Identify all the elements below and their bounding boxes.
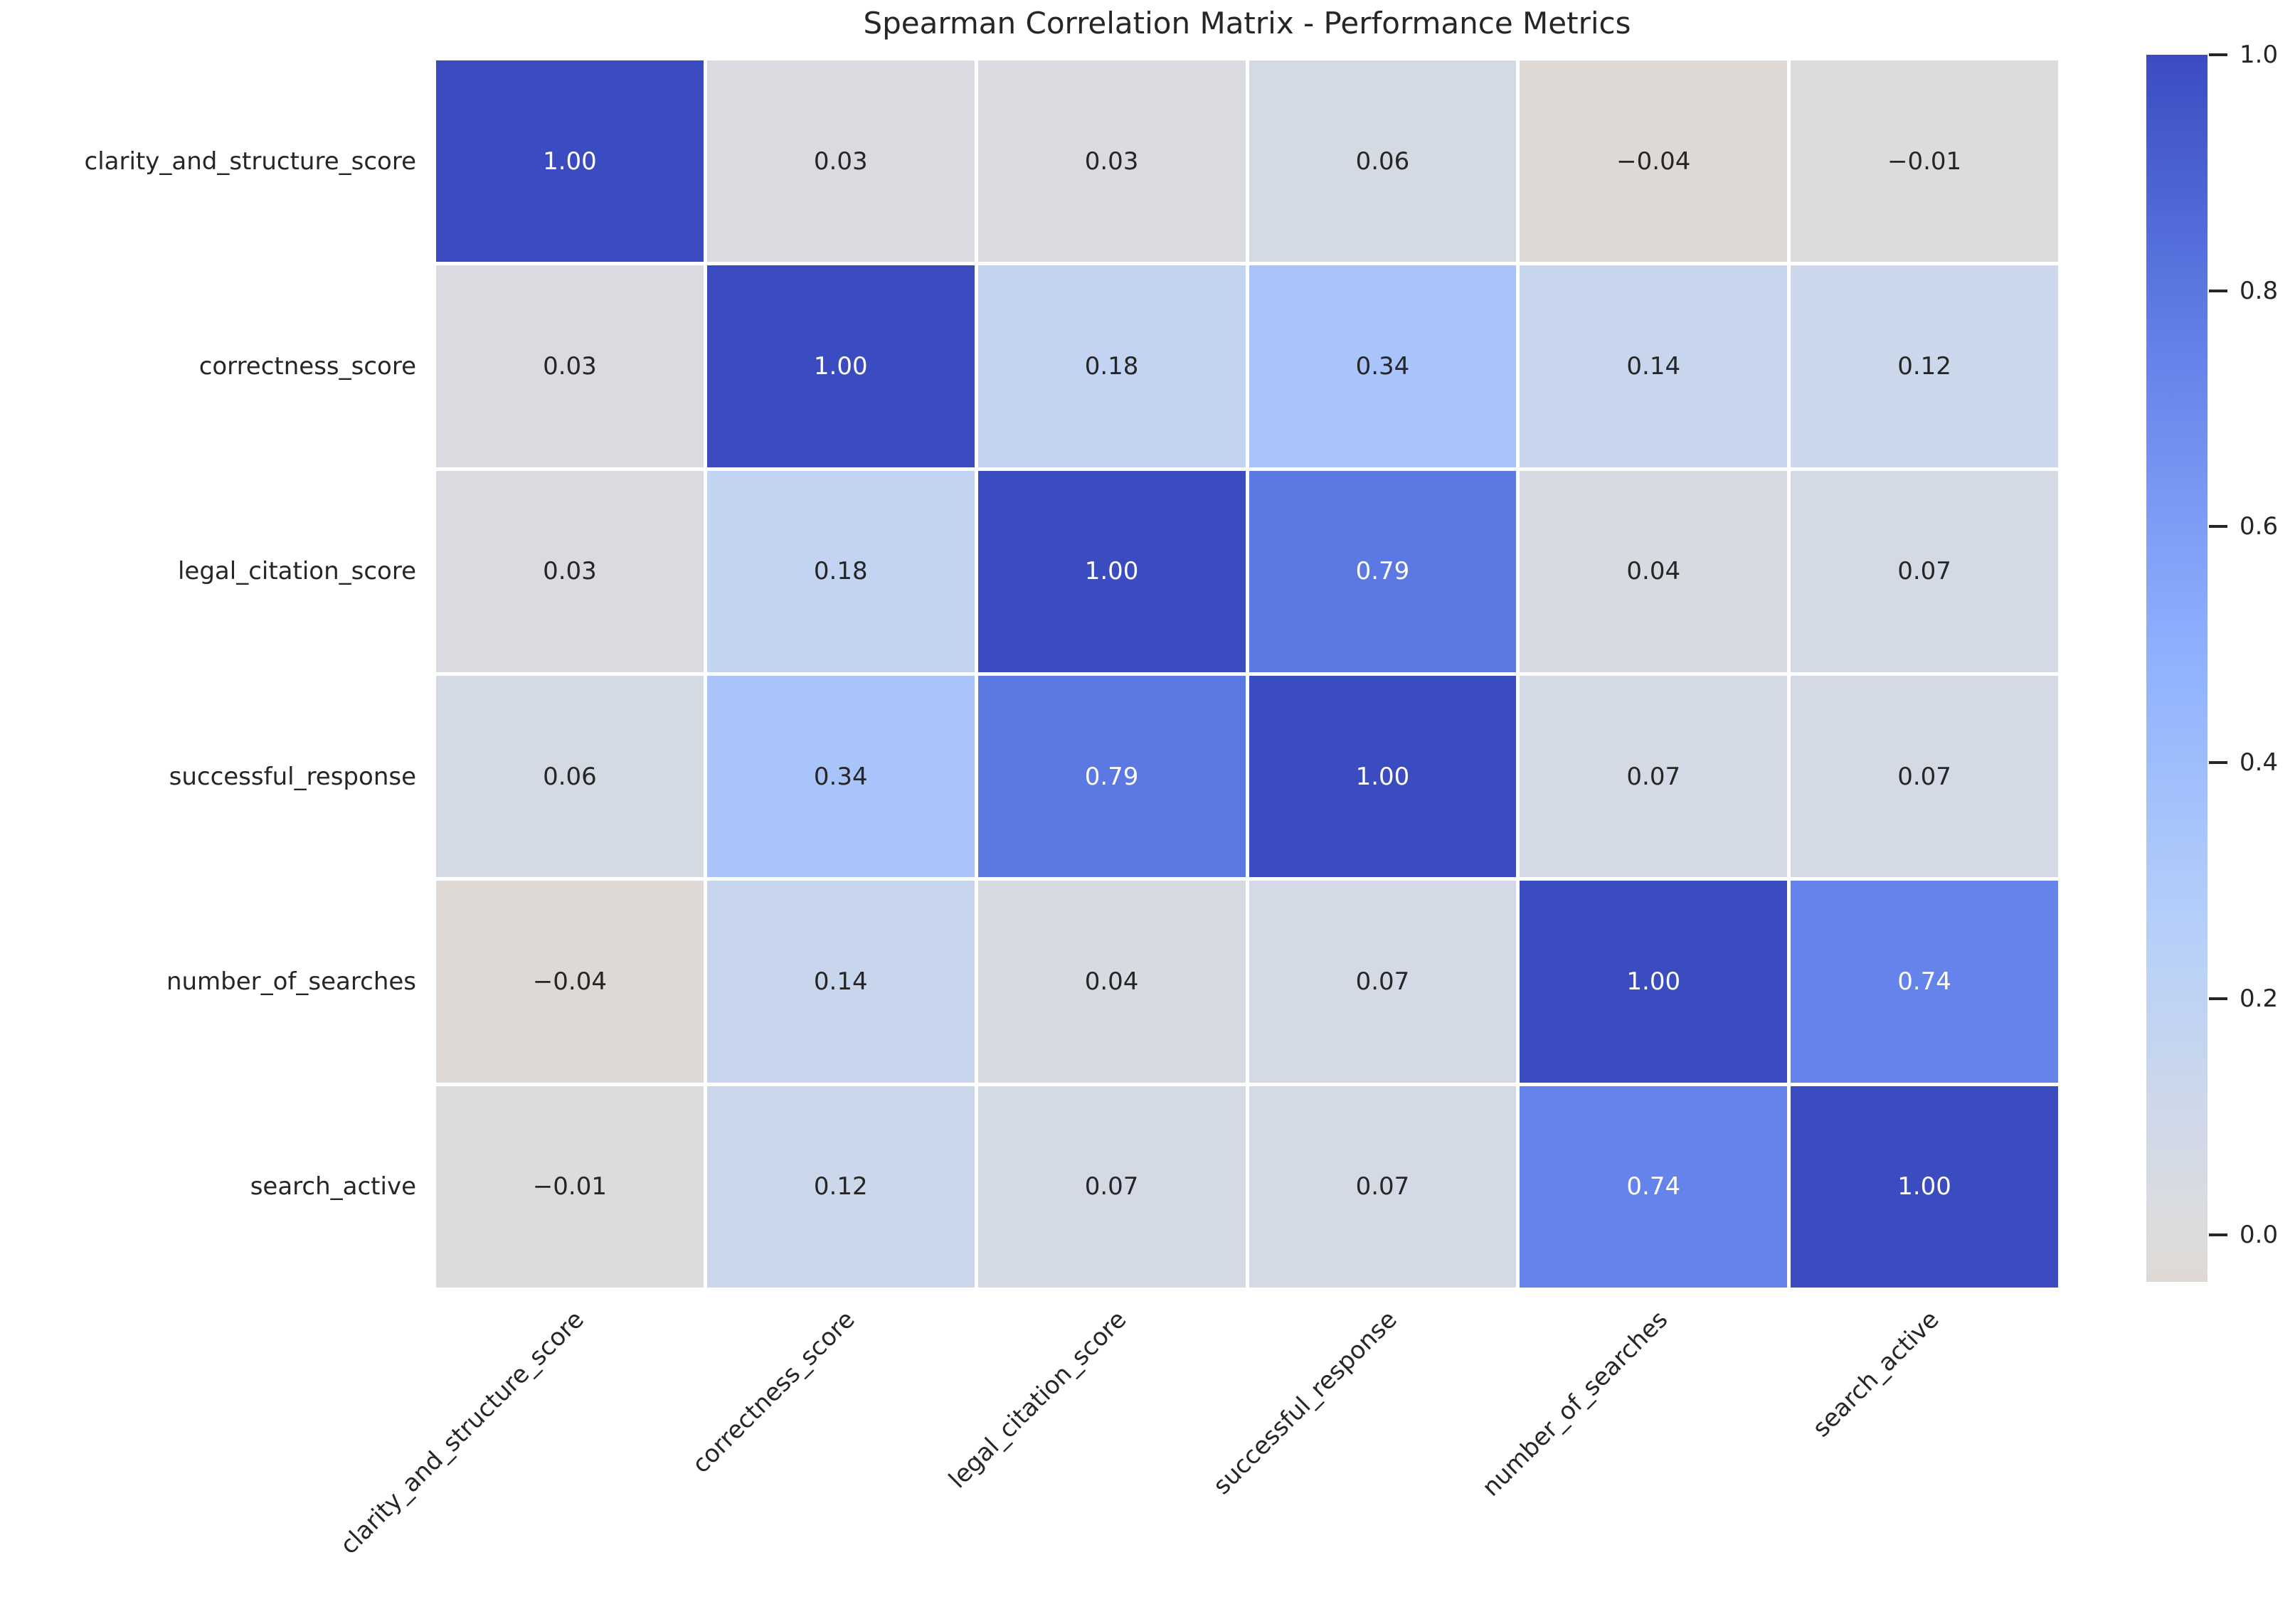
heatmap-cell: 0.74 (1791, 881, 2058, 1083)
x-axis-label: clarity_and_structure_score (335, 1305, 590, 1561)
y-axis-label: correctness_score (198, 351, 416, 381)
heatmap-cell: 0.79 (1249, 470, 1517, 672)
heatmap-cell: 1.00 (977, 470, 1246, 672)
heatmap-cell: 0.18 (706, 470, 975, 672)
heatmap-cell: 0.12 (1791, 265, 2058, 467)
x-axis-label: search_active (1807, 1305, 1945, 1443)
heatmap-cell: 0.04 (1520, 470, 1788, 672)
colorbar-tick (2209, 761, 2227, 765)
heatmap-cell: 1.00 (436, 60, 704, 262)
heatmap-cell: 0.07 (1791, 676, 2058, 878)
y-axis-label: clarity_and_structure_score (84, 147, 416, 176)
heatmap-cell: −0.01 (436, 1086, 704, 1288)
heatmap-cell: 0.74 (1520, 1086, 1788, 1288)
heatmap-cell: 0.06 (436, 676, 704, 878)
heatmap-cell: 0.07 (1520, 676, 1788, 878)
heatmap-cell: 1.00 (1249, 676, 1517, 878)
heatmap-cell: 0.03 (436, 265, 704, 467)
heatmap-cell: 0.07 (977, 1086, 1246, 1288)
heatmap-cell: −0.04 (436, 881, 704, 1083)
heatmap-cell: 0.14 (1520, 265, 1788, 467)
heatmap-cell: −0.04 (1520, 60, 1788, 262)
colorbar-tick-label: 0.6 (2240, 512, 2279, 541)
heatmap-cell: 0.06 (1249, 60, 1517, 262)
heatmap-cell: 0.04 (977, 881, 1246, 1083)
heatmap-cell: 0.03 (706, 60, 975, 262)
colorbar-tick (2209, 525, 2227, 529)
colorbar-tick-label: 0.0 (2240, 1220, 2279, 1249)
x-axis-label: legal_citation_score (943, 1305, 1132, 1495)
x-axis-label: successful_response (1207, 1305, 1403, 1500)
colorbar-tick-label: 0.2 (2240, 984, 2279, 1013)
heatmap-cell: 0.03 (436, 470, 704, 672)
colorbar-tick-label: 0.4 (2240, 748, 2279, 777)
heatmap-cell: 0.07 (1249, 881, 1517, 1083)
heatmap-cell: −0.01 (1791, 60, 2058, 262)
heatmap-cell: 1.00 (1791, 1086, 2058, 1288)
heatmap-cell: 1.00 (1520, 881, 1788, 1083)
colorbar (2146, 55, 2207, 1282)
colorbar-tick (2209, 289, 2227, 292)
y-axis-label: number_of_searches (166, 967, 416, 996)
heatmap-grid: 1.00 0.03 0.03 0.06 −0.04 −0.01 0.03 1.00 0.18 0.… (436, 60, 2058, 1288)
y-axis-label: legal_citation_score (177, 557, 416, 586)
heatmap-cell: 1.00 (706, 265, 975, 467)
heatmap-cell: 0.03 (977, 60, 1246, 262)
chart-title: Spearman Correlation Matrix - Performanc… (863, 6, 1631, 41)
heatmap-cell: 0.79 (977, 676, 1246, 878)
colorbar-tick (2209, 997, 2227, 1000)
heatmap-cell: 0.12 (706, 1086, 975, 1288)
colorbar-tick-label: 0.8 (2240, 276, 2279, 305)
heatmap-cell: 0.07 (1249, 1086, 1517, 1288)
heatmap-cell: 0.18 (977, 265, 1246, 467)
heatmap-cell: 0.07 (1791, 470, 2058, 672)
colorbar-tick-label: 1.0 (2240, 41, 2279, 69)
y-axis-label: successful_response (169, 762, 416, 791)
heatmap-cell: 0.34 (706, 676, 975, 878)
heatmap-cell: 0.34 (1249, 265, 1517, 467)
y-axis-label: search_active (250, 1172, 416, 1201)
heatmap-cell: 0.14 (706, 881, 975, 1083)
x-axis-label: correctness_score (687, 1305, 862, 1480)
x-axis-label: number_of_searches (1477, 1305, 1674, 1502)
colorbar-tick (2209, 1233, 2227, 1236)
colorbar-tick (2209, 53, 2227, 56)
